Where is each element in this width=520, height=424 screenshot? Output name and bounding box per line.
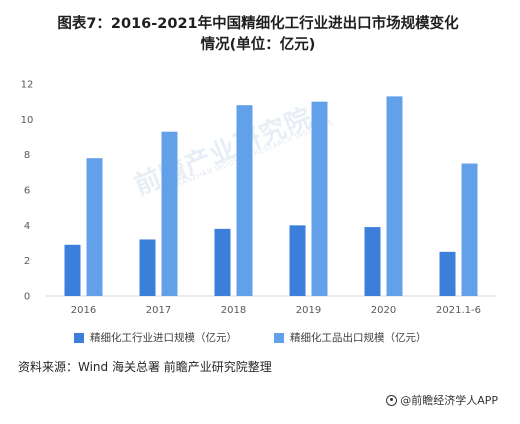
- legend-item-import: 精细化工行业进口规模（亿元）: [74, 330, 237, 345]
- legend-swatch-import: [74, 332, 84, 343]
- bar-import-2017: [139, 239, 156, 296]
- x-tick-label: 2020: [371, 305, 396, 316]
- x-tick-label: 2019: [296, 305, 321, 316]
- bar-export-2021.1-6: [461, 163, 478, 296]
- chart-title-line2: 情况(单位：亿元): [200, 37, 316, 53]
- chart-title: 图表7：2016-2021年中国精细化工行业进出口市场规模变化 情况(单位：亿元…: [18, 14, 498, 56]
- x-tick-label: 2021.1-6: [436, 305, 481, 316]
- bar-import-2019: [289, 225, 306, 296]
- bar-import-2021.1-6: [439, 251, 456, 296]
- y-tick-label: 0: [24, 292, 30, 303]
- footer-text: @前瞻经济学人APP: [400, 394, 498, 407]
- y-tick-label: 2: [24, 256, 30, 267]
- bar-export-2019: [311, 101, 328, 297]
- legend-label-export: 精细化工品出口规模（亿元）: [290, 332, 427, 344]
- y-tick-label: 8: [24, 150, 30, 161]
- footer-credit: @前瞻经济学人APP: [386, 392, 498, 408]
- chart-title-line1: 图表7：2016-2021年中国精细化工行业进出口市场规模变化: [57, 16, 459, 32]
- y-tick-label: 10: [21, 115, 34, 126]
- bar-export-2016: [86, 158, 103, 296]
- legend-swatch-export: [274, 332, 284, 343]
- x-tick-label: 2017: [146, 305, 171, 316]
- x-tick-label: 2018: [221, 305, 246, 316]
- bar-export-2017: [161, 131, 178, 296]
- legend-label-import: 精细化工行业进口规模（亿元）: [90, 332, 237, 344]
- y-tick-label: 12: [21, 80, 34, 91]
- chart-legend: 精细化工行业进口规模（亿元） 精细化工品出口规模（亿元）: [70, 330, 490, 350]
- x-tick-label: 2016: [71, 305, 96, 316]
- qianzhan-logo-icon: [386, 394, 398, 406]
- bar-import-2020: [364, 227, 381, 296]
- source-note: 资料来源：Wind 海关总署 前瞻产业研究院整理: [18, 360, 272, 374]
- bar-export-2020: [386, 96, 403, 296]
- y-tick-label: 4: [24, 221, 30, 232]
- legend-item-export: 精细化工品出口规模（亿元）: [274, 330, 427, 345]
- bar-import-2016: [64, 244, 81, 296]
- bar-import-2018: [214, 228, 231, 296]
- y-tick-label: 6: [24, 186, 30, 197]
- bar-export-2018: [236, 105, 253, 296]
